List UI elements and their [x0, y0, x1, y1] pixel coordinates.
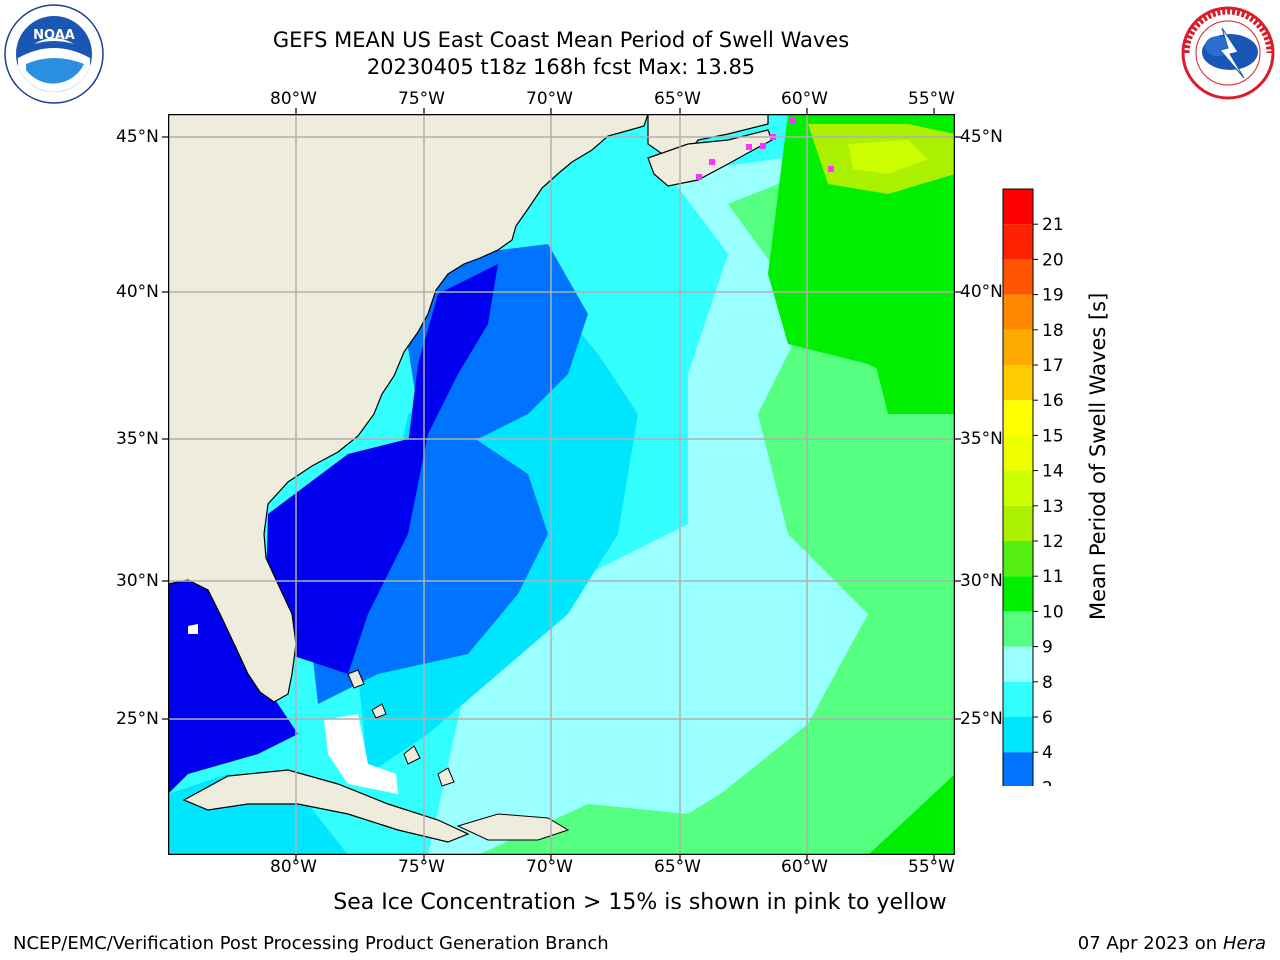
colorbar-bin [1003, 189, 1033, 225]
nws-logo-icon [1178, 6, 1278, 100]
map-graticule [168, 114, 955, 855]
colorbar-tick-label: 16 [1042, 391, 1064, 411]
lon-tick-bottom: 60°W [781, 857, 828, 877]
lat-tick-right: 25°N [960, 709, 1003, 729]
land-hispaniola [456, 813, 570, 841]
colorbar-bin [1003, 400, 1033, 436]
colorbar-bin [1003, 329, 1033, 365]
lat-tick-right: 35°N [960, 429, 1003, 449]
colorbar-tick-label: 13 [1042, 497, 1064, 517]
colorbar-tick-label: 12 [1042, 532, 1064, 552]
colorbar-bin [1003, 752, 1033, 786]
footer-date-text: 07 Apr 2023 on [1077, 933, 1223, 954]
lat-tick-left: 40°N [116, 282, 159, 302]
lat-tick-left: 25°N [116, 709, 159, 729]
colorbar-tick-label: 17 [1042, 356, 1064, 376]
colorbar-bin [1003, 365, 1033, 401]
colorbar-bin [1003, 259, 1033, 295]
sea-ice-footnote: Sea Ice Concentration > 15% is shown in … [333, 890, 947, 915]
colorbar-tick-label: 15 [1042, 426, 1064, 446]
colorbar-tick-label: 20 [1042, 250, 1064, 270]
chart-title-line2: 20230405 t18z 168h fcst Max: 13.85 [366, 55, 756, 79]
colorbar-tick-label: 21 [1042, 215, 1064, 235]
colorbar-bin [1003, 470, 1033, 506]
footer-date: 07 Apr 2023 on Hera [1078, 933, 1266, 954]
map-panel [168, 114, 955, 855]
colorbar-bin [1003, 435, 1033, 471]
colorbar-tick-label: 18 [1042, 321, 1064, 341]
colorbar-bin [1003, 541, 1033, 577]
lon-tick-top: 70°W [526, 89, 573, 109]
colorbar-outline [1002, 188, 1034, 786]
colorbar-tick-label: 14 [1042, 462, 1064, 482]
colorbar-bin [1003, 294, 1033, 330]
land-nova-scotia [647, 129, 773, 187]
colorbar: 2 4 6 8 9 10 11 12 13 14 15 16 17 18 19 20 21 [1002, 188, 1064, 786]
footer-credit: NCEP/EMC/Verification Post Processing Pr… [13, 933, 609, 954]
lon-tick-top: 55°W [908, 89, 955, 109]
lon-tick-top: 60°W [781, 89, 828, 109]
land-bahamas [347, 669, 455, 787]
colorbar-tick-label: 9 [1042, 638, 1053, 658]
noaa-logo-text: NOAA [33, 28, 75, 43]
colorbar-tick-label: 10 [1042, 602, 1064, 622]
chart-title-line1: GEFS MEAN US East Coast Mean Period of S… [272, 28, 850, 52]
lat-tick-left: 30°N [116, 571, 159, 591]
ocean-field-blue-2 [308, 434, 548, 704]
colorbar-bin [1003, 224, 1033, 260]
ocean-field-under-gulf [168, 574, 298, 794]
land-north-america [168, 114, 649, 703]
lon-tick-top: 65°W [654, 89, 701, 109]
footer-machine: Hera [1222, 933, 1266, 954]
lon-tick-bottom: 80°W [270, 857, 317, 877]
colorbar-bin [1003, 611, 1033, 647]
bank-missing-data [324, 714, 398, 794]
lat-tick-right: 30°N [960, 571, 1003, 591]
colorbar-tick-label: 2 [1042, 778, 1053, 786]
colorbar-tick-label: 19 [1042, 286, 1064, 306]
lon-tick-top: 80°W [270, 89, 317, 109]
colorbar-bin [1003, 681, 1033, 717]
ocean-field-max-core [848, 140, 928, 174]
lon-tick-top: 75°W [398, 89, 445, 109]
ocean-field-green-se [868, 774, 955, 855]
colorbar-tick-label: 6 [1042, 708, 1053, 728]
lat-tick-left: 35°N [116, 429, 159, 449]
lat-tick-left: 45°N [116, 127, 159, 147]
ocean-field-under-north [408, 264, 498, 444]
colorbar-bin [1003, 576, 1033, 612]
lat-tick-right: 40°N [960, 282, 1003, 302]
bank-missing-data-2 [188, 624, 198, 634]
lon-tick-bottom: 75°W [398, 857, 445, 877]
noaa-logo-icon: NOAA [4, 4, 104, 104]
lat-tick-right: 45°N [960, 127, 1003, 147]
lon-tick-bottom: 55°W [908, 857, 955, 877]
map-frame-ticks [162, 108, 961, 861]
ocean-field-green-mid [858, 274, 955, 414]
colorbar-bin [1003, 717, 1033, 753]
colorbar-bin [1003, 646, 1033, 682]
lon-tick-bottom: 65°W [654, 857, 701, 877]
colorbar-tick-label: 8 [1042, 673, 1053, 693]
colorbar-tick-label: 4 [1042, 743, 1053, 763]
colorbar-tick-label: 11 [1042, 567, 1064, 587]
lon-tick-bottom: 70°W [526, 857, 573, 877]
colorbar-label: Mean Period of Swell Waves [s] [1086, 292, 1110, 620]
colorbar-bin [1003, 505, 1033, 541]
ocean-field-under-coast [266, 434, 428, 674]
